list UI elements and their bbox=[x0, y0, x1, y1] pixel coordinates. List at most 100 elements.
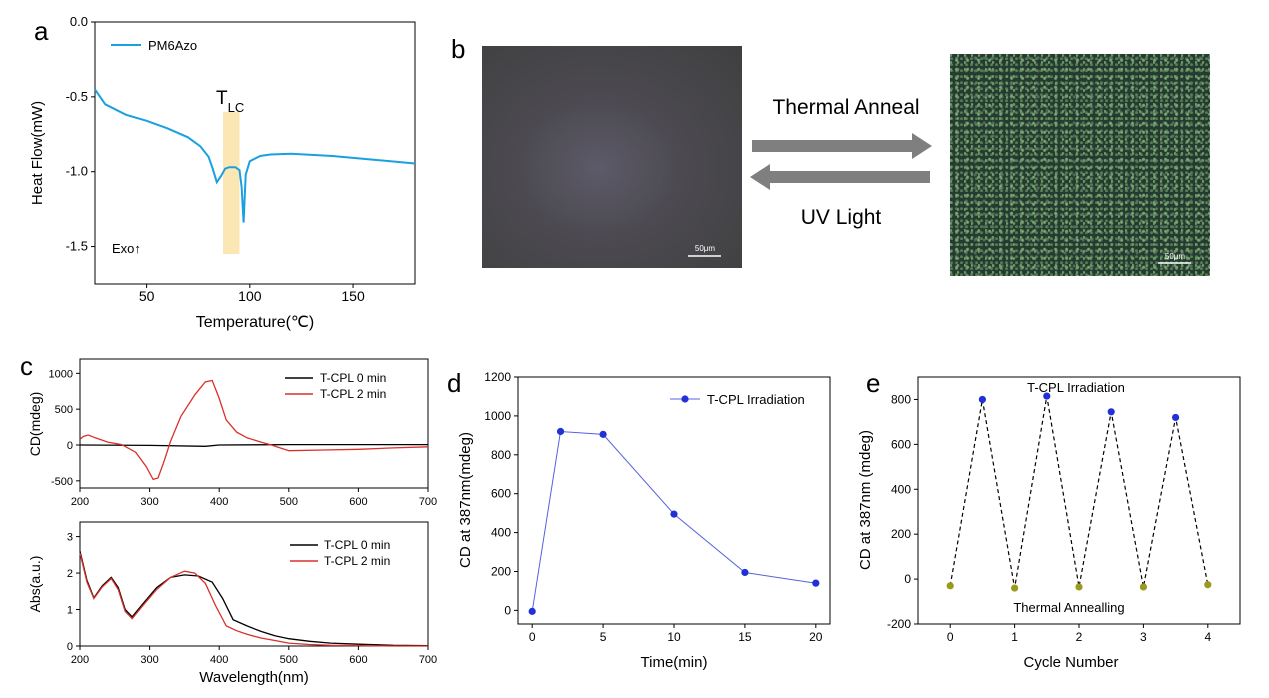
d-point-1 bbox=[556, 427, 565, 436]
panel-label-c: c bbox=[20, 351, 33, 381]
e-cycle-line bbox=[949, 396, 1209, 589]
abs-legend-label-1: T-CPL 2 min bbox=[324, 554, 390, 568]
e-anneal-point-3 bbox=[1139, 583, 1147, 591]
y-tick-label-e: -200 bbox=[887, 617, 911, 631]
y-tick-label-e: 600 bbox=[891, 437, 911, 451]
x-tick-label-d: 0 bbox=[529, 630, 536, 644]
series-line-pm6azo bbox=[94, 88, 416, 223]
forward-arrow bbox=[752, 133, 932, 159]
x-tick-label-c-top: 700 bbox=[419, 496, 437, 508]
plot-frame-d bbox=[517, 376, 831, 625]
y-tick-label-c-top: 0 bbox=[67, 440, 73, 452]
y-tick-label-c-bottom: 3 bbox=[67, 532, 73, 544]
x-tick-label-d: 15 bbox=[738, 630, 752, 644]
y-tick-label-a: 0.0 bbox=[70, 14, 88, 29]
reverse-arrow bbox=[750, 164, 930, 190]
micrograph-before bbox=[482, 46, 742, 268]
x-tick-label-d: 10 bbox=[667, 630, 681, 644]
y-tick-label-d: 0 bbox=[504, 603, 511, 617]
d-point-5 bbox=[812, 579, 820, 587]
e-bottom-annotation: Thermal Annealling bbox=[1013, 600, 1124, 615]
x-tick-label-e: 2 bbox=[1076, 630, 1083, 644]
e-irradiation-point-1 bbox=[1043, 392, 1051, 400]
x-axis-label-c: Wavelength(nm) bbox=[199, 669, 308, 686]
cd-legend-label-1: T-CPL 2 min bbox=[320, 387, 386, 401]
y-tick-label-d: 200 bbox=[491, 564, 511, 578]
cd-series-line-1 bbox=[79, 379, 429, 481]
y-tick-label-d: 800 bbox=[491, 448, 511, 462]
x-axis-label-d: Time(min) bbox=[641, 654, 708, 671]
x-tick-label-c-bottom: 200 bbox=[71, 654, 89, 666]
e-irradiation-point-3 bbox=[1172, 413, 1180, 422]
x-tick-label-c-bottom: 500 bbox=[280, 654, 298, 666]
y-tick-label-c-top: 1000 bbox=[49, 368, 73, 380]
x-tick-label-a: 150 bbox=[341, 288, 365, 304]
charts-layer: 50 100 1500.0-0.5-1.0-1.5Temperature(℃)Hea… bbox=[27, 14, 1241, 686]
x-tick-label-e: 3 bbox=[1140, 630, 1147, 644]
tlc-band bbox=[223, 111, 240, 255]
d-point-2 bbox=[599, 430, 607, 438]
d-legend-swatch-marker bbox=[681, 395, 689, 403]
d-point-4 bbox=[741, 568, 749, 577]
y-tick-label-c-bottom: 1 bbox=[67, 605, 73, 617]
y-tick-label-a: -1.0 bbox=[66, 164, 88, 179]
y-tick-label-c-top: -500 bbox=[51, 476, 73, 488]
panel-label-b: b bbox=[451, 34, 465, 64]
d-point-0 bbox=[528, 607, 536, 615]
abs-legend-label-0: T-CPL 0 min bbox=[324, 538, 390, 552]
e-irradiation-point-0 bbox=[978, 395, 987, 404]
x-tick-label-a: 100 bbox=[238, 288, 262, 304]
x-tick-label-c-bottom: 600 bbox=[349, 654, 367, 666]
x-tick-label-c-bottom: 700 bbox=[419, 654, 437, 666]
y-axis-label-a: Heat Flow(mW) bbox=[29, 101, 46, 205]
cd-legend-label-0: T-CPL 0 min bbox=[320, 371, 386, 385]
d-legend-label: T-CPL Irradiation bbox=[707, 392, 805, 407]
e-anneal-point-2 bbox=[1075, 583, 1083, 591]
panel-label-d: d bbox=[447, 368, 461, 398]
x-tick-label-e: 1 bbox=[1011, 630, 1018, 644]
e-anneal-point-0 bbox=[946, 582, 954, 590]
e-anneal-point-1 bbox=[1011, 584, 1019, 592]
x-tick-label-c-top: 200 bbox=[71, 496, 89, 508]
y-axis-label-c-top: CD(mdeg) bbox=[27, 392, 43, 457]
y-tick-label-e: 400 bbox=[891, 482, 911, 496]
reverse-arrow-label: UV Light bbox=[801, 206, 882, 229]
legend-label-pm6azo: PM6Azo bbox=[148, 38, 197, 53]
y-tick-label-c-bottom: 2 bbox=[67, 568, 73, 580]
e-anneal-point-4 bbox=[1204, 581, 1212, 589]
y-tick-label-a: -0.5 bbox=[66, 89, 88, 104]
x-tick-label-e: 4 bbox=[1204, 630, 1211, 644]
d-series-line bbox=[531, 430, 816, 612]
d-point-3 bbox=[670, 510, 678, 518]
x-tick-label-c-top: 500 bbox=[280, 496, 298, 508]
y-axis-label-e: CD at 387nm (mdeg) bbox=[857, 430, 874, 570]
x-tick-label-e: 0 bbox=[947, 630, 954, 644]
left-scale-bar-label: 50μm bbox=[695, 244, 716, 253]
forward-arrow-label: Thermal Anneal bbox=[772, 96, 919, 119]
e-irradiation-point-2 bbox=[1107, 408, 1115, 416]
panel-label-a: a bbox=[34, 16, 49, 46]
y-tick-label-d: 1200 bbox=[484, 370, 511, 384]
x-tick-label-d: 20 bbox=[809, 630, 823, 644]
tlc-label: TLC bbox=[216, 88, 244, 115]
y-axis-label-d: CD at 387nm(mdeg) bbox=[457, 432, 474, 568]
exo-annotation: Exo↑ bbox=[112, 241, 141, 256]
y-tick-label-c-top: 500 bbox=[55, 404, 73, 416]
abs-series-line-1 bbox=[79, 552, 428, 647]
e-top-annotation: T-CPL Irradiation bbox=[1027, 380, 1125, 395]
y-tick-label-e: 800 bbox=[891, 392, 911, 406]
x-tick-label-a: 50 bbox=[139, 288, 155, 304]
x-tick-label-c-bottom: 400 bbox=[210, 654, 228, 666]
x-tick-label-c-top: 300 bbox=[140, 496, 158, 508]
x-tick-label-c-top: 600 bbox=[349, 496, 367, 508]
x-tick-label-c-top: 400 bbox=[210, 496, 228, 508]
micrograph-after bbox=[950, 54, 1210, 276]
y-tick-label-e: 200 bbox=[891, 527, 911, 541]
x-tick-label-c-bottom: 300 bbox=[140, 654, 158, 666]
plot-frame-a bbox=[94, 21, 416, 285]
y-tick-label-c-bottom: 0 bbox=[67, 641, 73, 653]
x-tick-label-d: 5 bbox=[600, 630, 607, 644]
y-tick-label-d: 1000 bbox=[484, 409, 511, 423]
panel-label-e: e bbox=[866, 368, 880, 398]
right-scale-bar-label: 50μm bbox=[1165, 252, 1186, 261]
